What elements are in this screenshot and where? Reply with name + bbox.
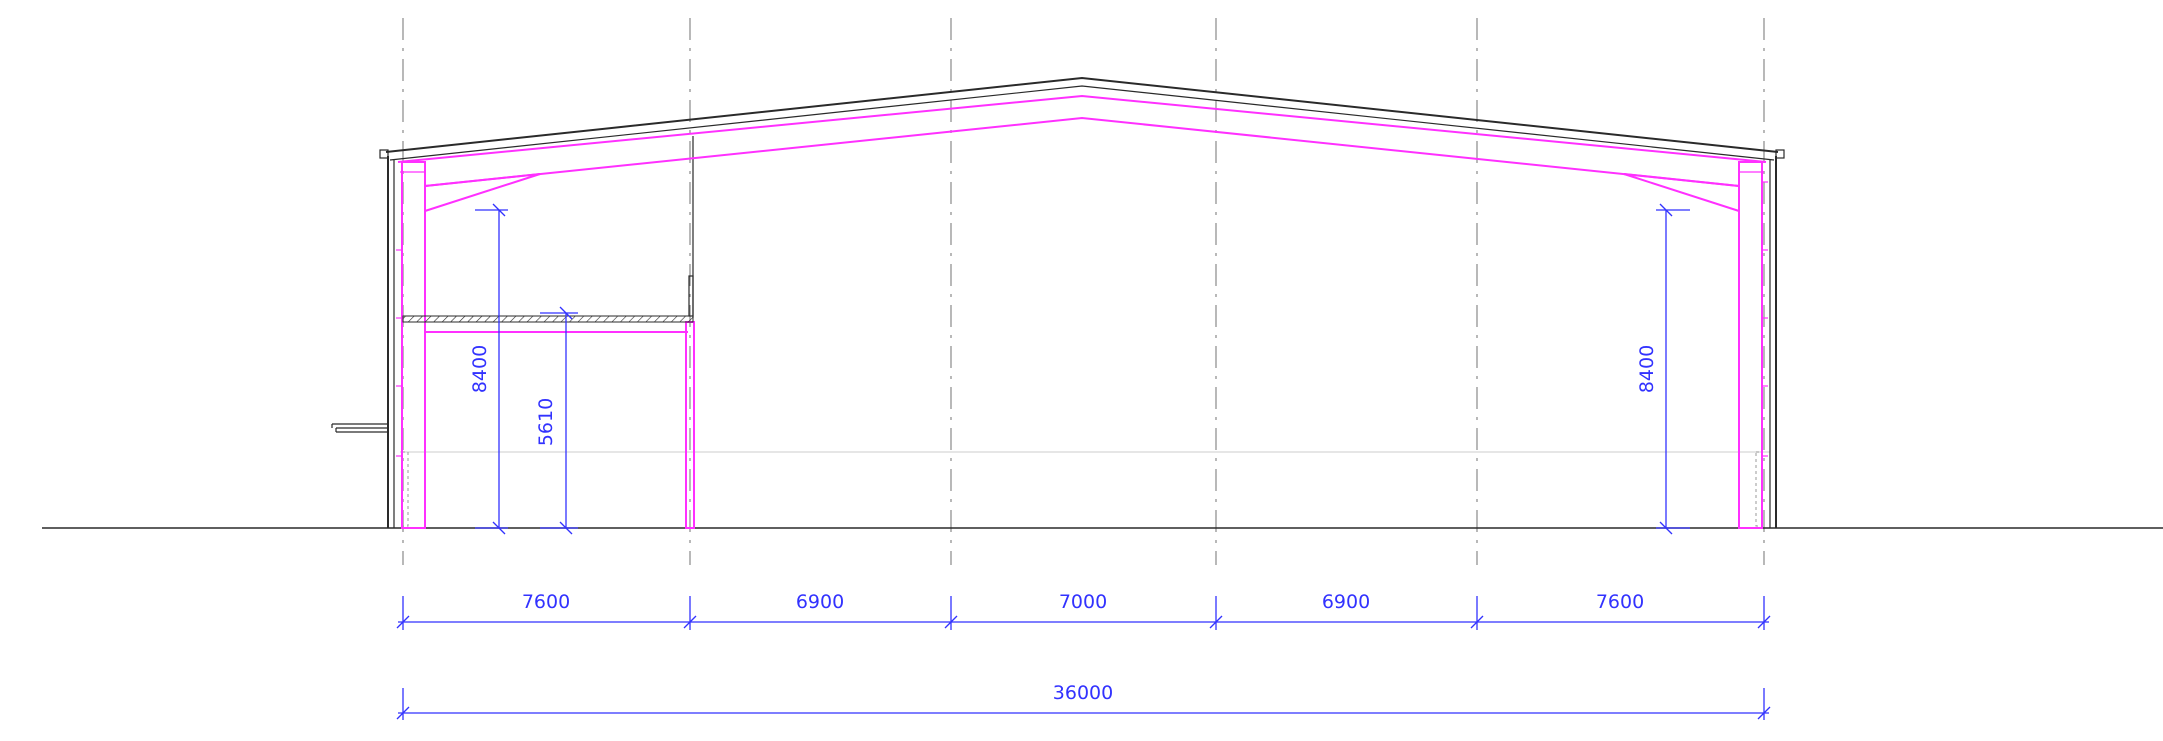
dimension-bay-2: 6900 [796,591,844,613]
grid-axes [402,18,1765,565]
dimension-bay-1: 7600 [522,591,570,613]
dimension-mezzanine-height: 5610 [535,398,557,446]
entrance-canopy [331,423,388,433]
overall-dimension: 36000 [396,682,1771,720]
steel-frame [396,94,1768,529]
mezzanine-floor [402,275,694,323]
roof-cladding [379,76,1785,161]
bay-dimension-chain: 7600 6900 7000 6900 7600 [396,591,1771,630]
dimension-height-right: 8400 [1636,345,1658,393]
dimension-bay-3: 7000 [1059,591,1107,613]
height-dimension-mezzanine: 5610 [535,306,578,535]
base-wall-hatch [401,451,1763,527]
dimension-height-left: 8400 [469,345,491,393]
height-dimension-left: 8400 [469,203,508,535]
height-dimension-right: 8400 [1636,203,1690,535]
wall-cladding [387,136,1777,528]
dimension-bay-4: 6900 [1322,591,1370,613]
dimension-bay-5: 7600 [1596,591,1644,613]
dimension-overall: 36000 [1053,682,1113,704]
